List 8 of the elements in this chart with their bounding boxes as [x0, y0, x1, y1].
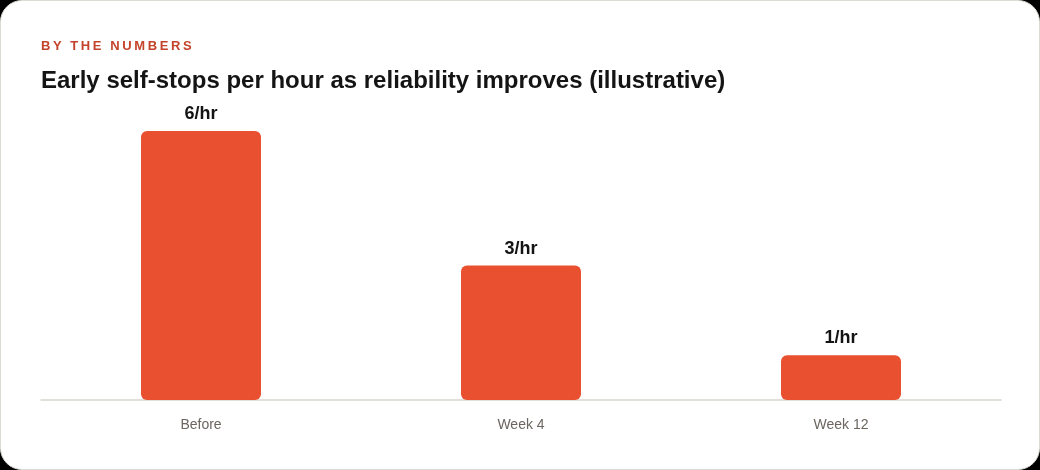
- x-tick-label: Before: [180, 416, 222, 432]
- data-label: 1/hr: [824, 327, 858, 348]
- x-tick-label: Week 4: [497, 416, 545, 432]
- data-label: 3/hr: [504, 237, 538, 258]
- chart-subtitle: BY THE NUMBERS: [41, 38, 195, 54]
- data-label: 6/hr: [184, 103, 218, 123]
- chart-title: Early self-stops per hour as reliability improves (illustrative): [41, 65, 726, 95]
- x-tick-label: Week 12: [813, 416, 869, 432]
